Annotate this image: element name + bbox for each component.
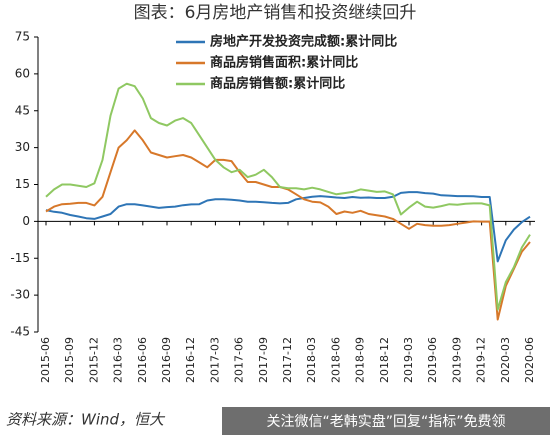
- x-tick-label: 2017-06: [233, 337, 246, 383]
- x-tick-label: 2020-06: [523, 337, 536, 383]
- watermark: 关注微信“老韩实盘”回复“指标”免费领: [266, 413, 505, 430]
- x-tick-label: 2019-09: [450, 337, 463, 383]
- y-tick-label: 15: [15, 177, 30, 191]
- x-tick-label: 2017-03: [208, 337, 221, 383]
- x-tick-label: 2015-09: [63, 337, 76, 383]
- y-tick-label: 45: [15, 103, 30, 117]
- x-tick-label: 2018-09: [354, 337, 367, 383]
- chart-title: 图表：6月房地产销售和投资继续回升: [134, 3, 417, 23]
- x-tick-label: 2019-03: [402, 337, 415, 383]
- y-tick-label: -45: [10, 325, 30, 339]
- x-tick-label: 2016-09: [160, 337, 173, 383]
- x-tick-label: 2019-06: [426, 337, 439, 383]
- series-line: [45, 82, 531, 311]
- x-tick-label: 2016-06: [136, 337, 149, 383]
- legend-label: 商品房销售面积:累计同比: [210, 55, 358, 71]
- x-tick-label: 2019-12: [475, 337, 488, 383]
- legend-label: 商品房销售额:累计同比: [210, 76, 345, 92]
- x-tick-label: 2020-03: [499, 337, 512, 383]
- x-tick-label: 2016-12: [184, 337, 197, 383]
- y-tick-label: 60: [15, 66, 30, 80]
- x-tick-label: 2017-09: [257, 337, 270, 383]
- series-line: [45, 129, 531, 321]
- x-tick-label: 2015-06: [39, 337, 52, 383]
- y-tick-label: 30: [15, 140, 30, 154]
- y-tick-label: 0: [22, 214, 30, 228]
- legend-label: 房地产开发投资完成额:累计同比: [210, 34, 397, 50]
- x-tick-label: 2018-06: [329, 337, 342, 383]
- x-tick-label: 2017-12: [281, 337, 294, 383]
- x-tick-label: 2015-12: [87, 337, 100, 383]
- y-tick-label: -15: [10, 251, 30, 265]
- series-line: [45, 191, 531, 263]
- y-tick-label: 75: [15, 30, 30, 44]
- x-tick-label: 2018-03: [305, 337, 318, 383]
- x-tick-label: 2016-03: [112, 337, 125, 383]
- x-tick-label: 2018-12: [378, 337, 391, 383]
- source-note: 资料来源：Wind，恒大: [6, 411, 166, 429]
- y-tick-label: -30: [10, 288, 30, 302]
- watermark-bg: [222, 407, 550, 435]
